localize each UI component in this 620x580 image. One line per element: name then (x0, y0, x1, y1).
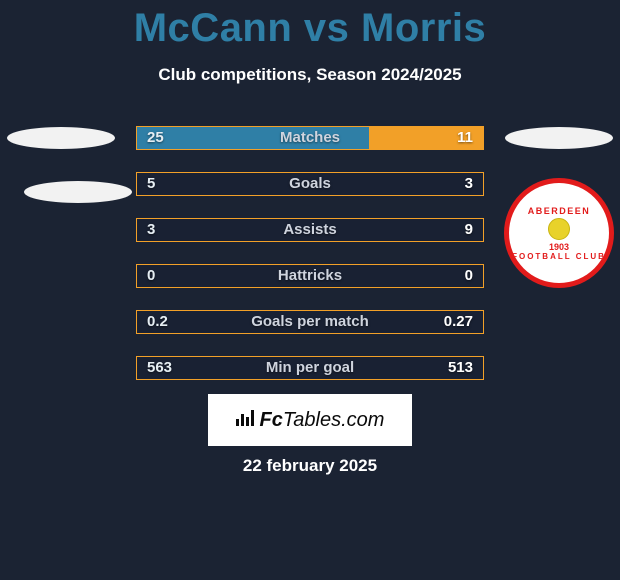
stat-row: 0.2 0.27Goals per match (136, 310, 484, 334)
brand-inner: FcTables.com (236, 409, 385, 432)
club-badge: ABERDEEN 1903 FOOTBALL CLUB (504, 178, 614, 288)
page-title: McCann vs Morris (0, 0, 620, 51)
brand-bars-icon (236, 410, 254, 426)
badge-top-text: ABERDEEN (528, 206, 591, 216)
stat-row: 2511Matches (136, 126, 484, 150)
brand-suffix: .com (341, 409, 384, 431)
stat-row: 5 3Goals (136, 172, 484, 196)
stat-value-left: 0 (147, 265, 155, 287)
stat-label: Goals per match (137, 311, 483, 333)
stat-fill-right (369, 127, 483, 149)
stat-value-left: 0.2 (147, 311, 168, 333)
brand-second: Tables (283, 409, 341, 431)
stat-value-right: 9 (465, 219, 473, 241)
stat-label: Min per goal (137, 357, 483, 379)
stat-row: 3 9Assists (136, 218, 484, 242)
stat-value-right: 0 (465, 265, 473, 287)
stat-label: Assists (137, 219, 483, 241)
stat-label: Goals (137, 173, 483, 195)
badge-bottom-text: FOOTBALL CLUB (512, 252, 606, 261)
stats-container: 2511Matches53Goals39Assists00Hattricks0.… (136, 126, 484, 402)
brand-first: Fc (260, 409, 283, 431)
footer-date: 22 february 2025 (0, 456, 620, 476)
stat-value-left: 5 (147, 173, 155, 195)
stat-row: 0 0Hattricks (136, 264, 484, 288)
stat-value-left: 563 (147, 357, 172, 379)
badge-ball-icon (548, 218, 570, 240)
stat-fill-left (137, 127, 369, 149)
stat-value-right: 0.27 (444, 311, 473, 333)
avatar-placeholder-ellipse (24, 181, 132, 203)
badge-year: 1903 (549, 242, 569, 252)
club-badge-inner: ABERDEEN 1903 FOOTBALL CLUB (509, 183, 609, 283)
brand-banner: FcTables.com (208, 394, 412, 446)
player-left-avatar (6, 127, 116, 237)
stat-value-right: 3 (465, 173, 473, 195)
brand-text: FcTables.com (260, 409, 385, 432)
avatar-placeholder-ellipse (505, 127, 613, 149)
subtitle: Club competitions, Season 2024/2025 (0, 65, 620, 85)
avatar-placeholder-ellipse (7, 127, 115, 149)
stat-value-right: 513 (448, 357, 473, 379)
stat-row: 563 513Min per goal (136, 356, 484, 380)
stat-value-left: 3 (147, 219, 155, 241)
stat-label: Hattricks (137, 265, 483, 287)
